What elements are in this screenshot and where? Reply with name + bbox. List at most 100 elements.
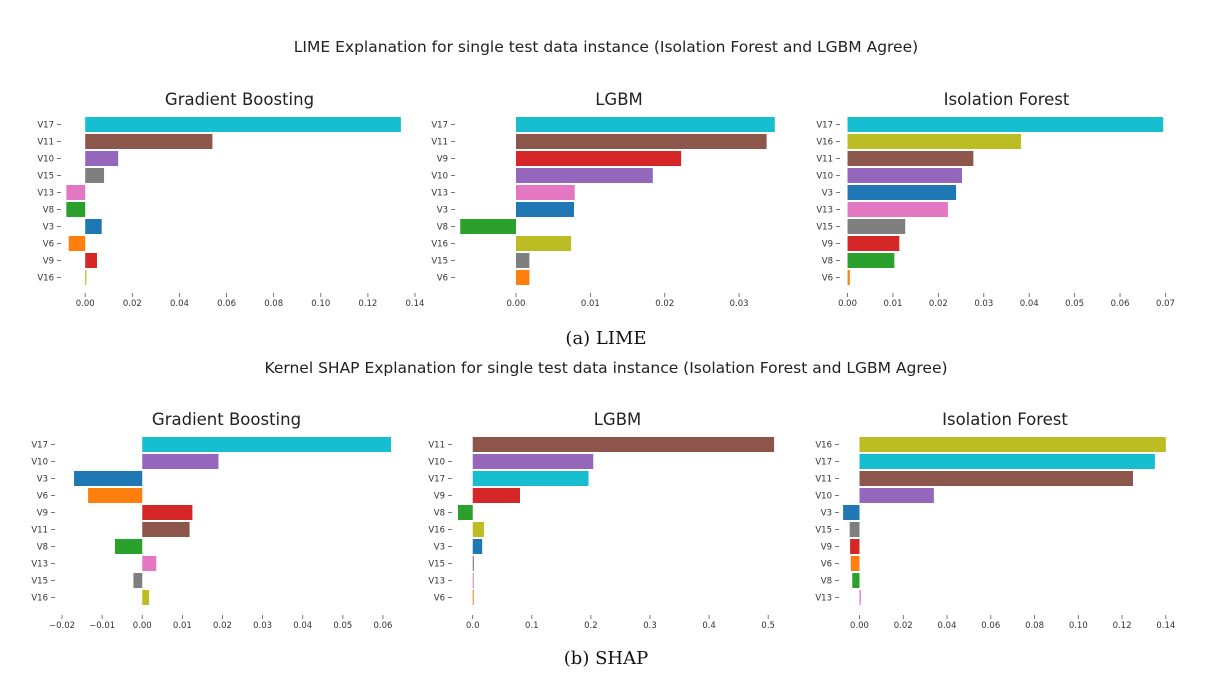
shap-lgbm-bar-v16 [472,522,484,537]
shap-lgbm-bar-v6 [472,590,474,605]
shap-lgbm-bar-v13 [472,573,474,588]
shap-gb-xtick-label: −0.01 [89,621,115,631]
lime-gb-ytick-v8: V8 [43,206,54,216]
shap-lgbm-xtick-label: 0.1 [525,621,539,631]
lime-gb-ytick-v3: V3 [43,223,54,233]
lime-gb-xtick-label: 0.06 [217,299,236,309]
shap-lgbm-xtick-label: 0.4 [702,621,716,631]
lime-gb-ytick-v10: V10 [37,155,54,165]
lime-caption: (a) LIME [565,328,647,349]
lime-if-ytick-v17: V17 [816,121,833,131]
shap-if-bar-v17 [859,454,1155,469]
shap-if-ytick-v15: V15 [815,526,832,536]
shap-gb-bar-v8 [114,539,143,554]
shap-lgbm-bar-v8 [457,505,473,520]
shap-gb-bar-v6 [88,488,143,503]
lime-if-bar-v9 [847,236,900,251]
shap-gb-bar-v16 [142,590,150,605]
lime-gb-xtick-label: 0.12 [358,299,377,309]
shap-if-title: Isolation Forest [942,410,1068,429]
shap-caption: (b) SHAP [563,648,649,669]
lime-lgbm-ytick-v16: V16 [431,240,448,250]
shap-lgbm-ytick-v16: V16 [428,526,445,536]
shap-gb-xtick-label: 0.04 [293,621,312,631]
lime-gb-title: Gradient Boosting [165,90,314,109]
lime-if-ytick-v10: V10 [816,172,833,182]
shap-gb-ytick-v17: V17 [31,441,48,451]
lime-if-xtick-label: 0.01 [883,299,902,309]
lime-if-title: Isolation Forest [944,90,1070,109]
shap-if-bar-v10 [859,488,934,503]
shap-if-bar-v16 [859,437,1166,452]
lime-if-xtick-label: 0.07 [1156,299,1175,309]
lime-lgbm-ytick-v15: V15 [431,257,448,267]
shap-gb-bar-v9 [142,505,193,520]
shap-lgbm-xtick-label: 0.0 [466,621,480,631]
shap-gb-xtick-label: −0.02 [49,621,75,631]
lime-gb-ytick-v16: V16 [37,274,54,284]
shap-if-bar-v6 [850,556,860,571]
shap-gb-xtick-label: 0.06 [373,621,392,631]
lime-gb-ytick-v13: V13 [37,189,54,199]
lime-gb-xtick-label: 0.14 [406,299,425,309]
shap-lgbm-ytick-v15: V15 [428,560,445,570]
lime-if-ytick-v3: V3 [822,189,833,199]
shap-lgbm-bar-v17 [472,471,589,486]
lime-gb-ytick-v9: V9 [43,257,54,267]
lime-gb-bar-v15 [85,168,105,183]
shap-lgbm-xtick-label: 0.5 [761,621,775,631]
shap-gb-title: Gradient Boosting [152,410,301,429]
shap-lgbm-bar-v11 [472,437,775,452]
shap-gb-xtick-label: 0.05 [333,621,352,631]
lime-if-xtick-label: 0.06 [1111,299,1130,309]
lime-if-ytick-v8: V8 [822,257,833,267]
shap-if-ytick-v3: V3 [821,509,832,519]
lime-if-ytick-v6: V6 [822,274,833,284]
lime-gb-xtick-label: 0.10 [311,299,330,309]
lime-lgbm-ytick-v3: V3 [437,206,448,216]
shap-section-title: Kernel SHAP Explanation for single test … [264,359,948,377]
shap-if-ytick-v16: V16 [815,441,832,451]
shap-if-ytick-v10: V10 [815,492,832,502]
shap-if-ytick-v13: V13 [815,594,832,604]
lime-if-ytick-v13: V13 [816,206,833,216]
lime-lgbm-ytick-v8: V8 [437,223,448,233]
lime-if-xtick-label: 0.00 [838,299,857,309]
shap-gb-ytick-v3: V3 [37,475,48,485]
shap-lgbm-ytick-v6: V6 [434,594,445,604]
lime-gb-ytick-v15: V15 [37,172,54,182]
lime-if-xtick-label: 0.03 [974,299,993,309]
shap-lgbm-xtick-label: 0.2 [584,621,598,631]
lime-gb-xtick-label: 0.00 [76,299,95,309]
shap-if-bar-v15 [849,522,860,537]
shap-gb-ytick-v6: V6 [37,492,48,502]
shap-if-ytick-v8: V8 [821,577,832,587]
lime-if-bar-v11 [847,151,974,166]
lime-lgbm-bar-v13 [516,185,575,200]
lime-gb-bar-v8 [66,202,86,217]
shap-gb-ytick-v15: V15 [31,577,48,587]
shap-if-xtick-label: 0.00 [850,621,869,631]
lime-lgbm-title: LGBM [595,90,643,109]
shap-lgbm-ytick-v8: V8 [434,509,445,519]
lime-lgbm-bar-v8 [460,219,517,234]
shap-if-bar-v3 [843,505,860,520]
shap-gb-ytick-v16: V16 [31,594,48,604]
shap-lgbm-bar-v15 [472,556,474,571]
shap-if-xtick-label: 0.02 [894,621,913,631]
lime-if-bar-v15 [847,219,906,234]
lime-gb-ytick-v11: V11 [37,138,54,148]
lime-gb-xtick-label: 0.08 [264,299,283,309]
lime-gb-bar-v3 [85,219,102,234]
shap-if-bar-v8 [852,573,860,588]
shap-if-bar-v13 [859,590,861,605]
shap-gb-ytick-v9: V9 [37,509,48,519]
shap-if-ytick-v9: V9 [821,543,832,553]
lime-if-bar-v16 [847,134,1022,149]
shap-gb-ytick-v8: V8 [37,543,48,553]
